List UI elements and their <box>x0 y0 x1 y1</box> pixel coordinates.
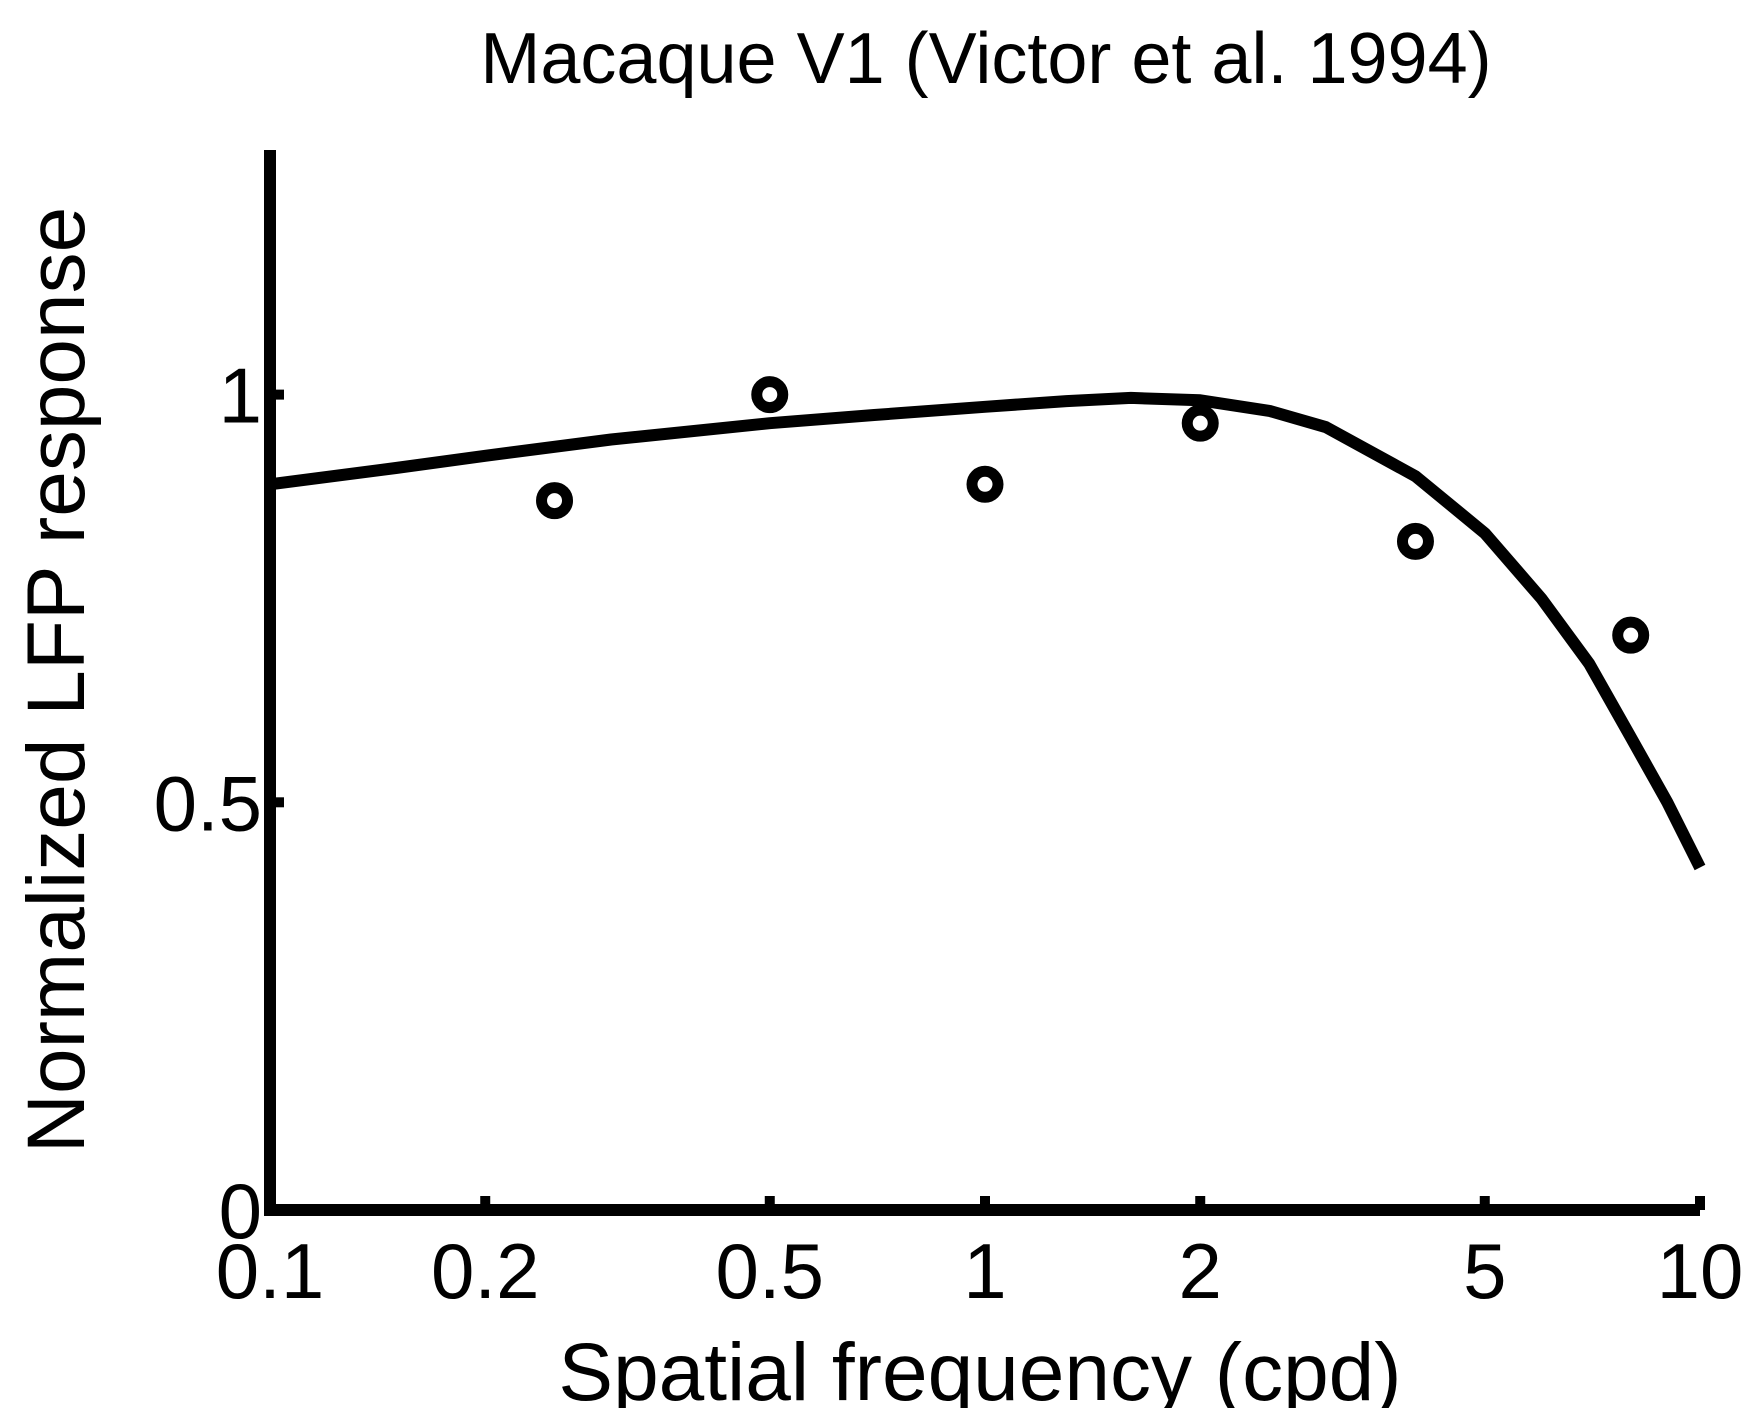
plot-area <box>264 150 1706 1216</box>
x-tick-label: 1 <box>963 1227 1006 1315</box>
chart-title: Macaque V1 (Victor et al. 1994) <box>480 19 1491 99</box>
data-point <box>966 465 1004 503</box>
y-axis-label: Normalized LFP response <box>11 207 102 1153</box>
fit-curve <box>269 391 1706 871</box>
x-tick-label: 0.5 <box>716 1227 824 1315</box>
y-axis: 00.51 <box>154 352 284 1255</box>
y-tick-label: 0.5 <box>154 759 262 847</box>
x-tick-label: 10 <box>1657 1227 1744 1315</box>
data-point <box>1612 616 1650 654</box>
data-point <box>1396 522 1434 560</box>
x-tick-label: 2 <box>1179 1227 1222 1315</box>
x-axis: 0.1 0.2 0.5 1 2 5 10 <box>216 1196 1744 1315</box>
y-tick-label: 1 <box>219 352 262 440</box>
x-tick-label: 0.1 <box>216 1227 324 1315</box>
data-point <box>1181 404 1219 442</box>
data-point <box>536 482 574 520</box>
x-tick-label: 0.2 <box>431 1227 539 1315</box>
x-tick-label: 5 <box>1463 1227 1506 1315</box>
y-tick-label: 0 <box>219 1167 262 1255</box>
data-point <box>751 376 789 414</box>
x-axis-label: Spatial frequency (cpd) <box>558 1327 1401 1408</box>
